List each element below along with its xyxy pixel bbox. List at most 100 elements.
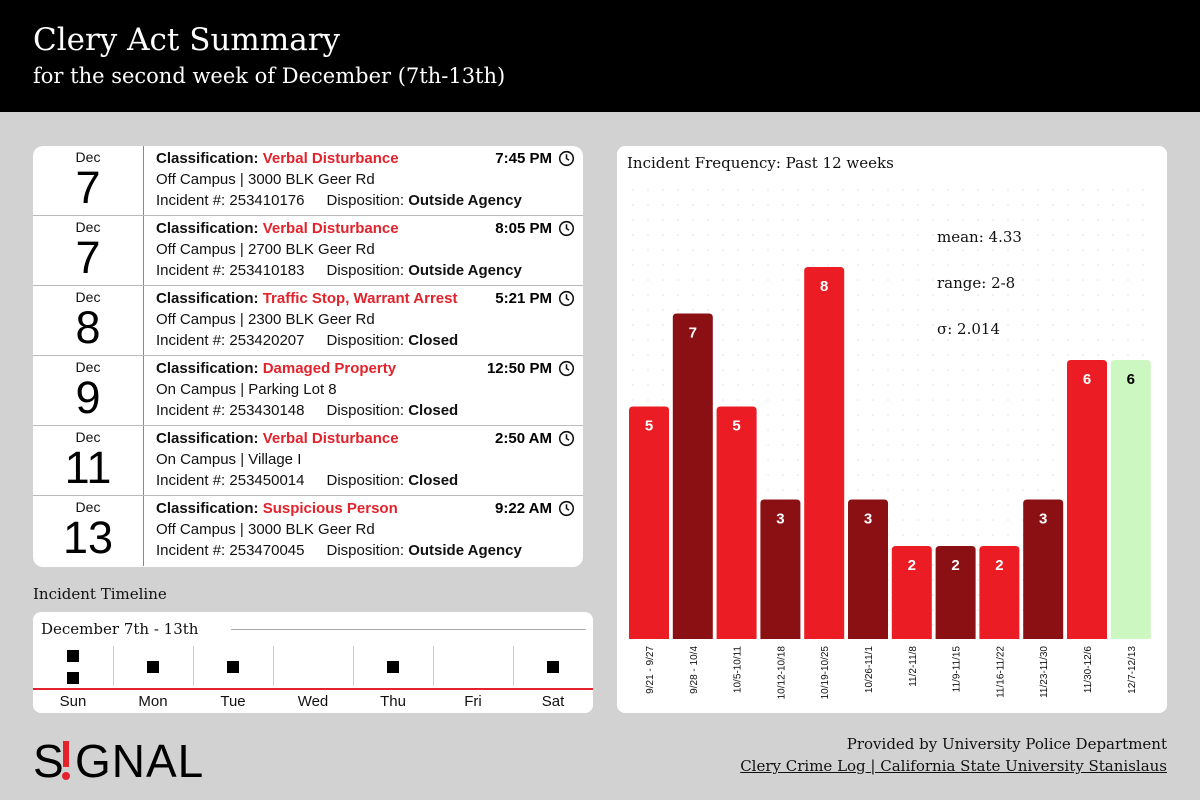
clock-icon [558,290,575,307]
incident-day: 7 [75,232,101,283]
footer-provider: Provided by University Police Department [846,735,1167,753]
incident-number: 253410183 [229,262,305,279]
x-tick-label: 10/12-10/18 [776,646,787,700]
incident-disposition: Closed [408,472,459,489]
bar [1067,360,1107,639]
incident-row: Dec 7 Classification: Verbal Disturbance Of… [33,216,583,286]
timeline-day: Thu [353,646,433,712]
timeline-separator [353,646,354,686]
bar-value-label: 2 [951,557,959,574]
incident-info: Classification: Traffic Stop, Warrant Ar… [156,290,576,353]
bar [804,267,845,639]
bar [716,406,757,639]
incident-day: 9 [75,372,101,423]
timeline-day-name: Wed [297,693,329,710]
incident-number-label: Incident #: [156,262,226,279]
timeline-day: Sat [513,646,593,712]
x-tick-label: 10/26-11/1 [864,646,875,694]
incident-number: 253470045 [229,542,305,559]
incident-number-label: Incident #: [156,402,226,419]
clock-icon [558,360,575,377]
incident-time: 9:22 AM [495,500,575,517]
incident-info: Classification: Verbal Disturbance On Cam… [156,430,576,493]
timeline-day-name: Tue [220,693,246,710]
disposition-label: Disposition: [326,332,405,349]
bar-value-label: 6 [1083,371,1091,388]
x-tick-label: 10/19-10/25 [820,646,831,700]
clock-icon [558,220,575,237]
bar-value-label: 3 [864,511,872,528]
incident-timeline: December 7th - 13th Sun Mon Tue Wed Thu Fri Sa… [33,612,593,713]
chart-stat: mean: 4.33 [937,228,1022,246]
svg-text:S: S [33,737,65,783]
incident-number: 253430148 [229,402,305,419]
timeline-separator [273,646,274,686]
bar-value-label: 7 [689,325,697,342]
x-tick-label: 11/9-11/15 [952,646,963,693]
bar [935,546,976,639]
disposition-label: Disposition: [326,472,405,489]
incident-info: Classification: Verbal Disturbance Off Ca… [156,220,576,283]
bar [629,406,669,639]
timeline-separator [193,646,194,686]
timeline-day: Mon [113,646,193,712]
incident-number-label: Incident #: [156,192,226,209]
incident-classification: Verbal Disturbance [262,150,399,167]
timeline-day: Fri [433,646,513,712]
timeline-day: Wed [273,646,353,712]
footer-source-link[interactable]: Clery Crime Log | California State Unive… [740,757,1167,775]
bar-value-label: 5 [732,418,740,435]
incident-row: Dec 11 Classification: Verbal Disturbance O… [33,426,583,496]
x-tick-label: 11/16-11/22 [995,646,1006,698]
footer: Provided by University Police Department… [740,735,1167,775]
incident-month: Dec [75,149,101,165]
classification-label: Classification: [156,430,259,447]
incident-time-text: 8:05 PM [495,220,552,237]
incident-info: Classification: Verbal Disturbance Off Ca… [156,150,576,213]
bar [1023,499,1064,639]
timeline-day-name: Fri [464,693,482,710]
disposition-label: Disposition: [326,192,405,209]
incident-number: 253450014 [229,472,305,489]
bar [891,546,932,639]
timeline-day-name: Sat [541,693,565,710]
incident-row: Dec 13 Classification: Suspicious Person Of… [33,496,583,566]
incident-day: 13 [62,512,114,563]
timeline-incident-marker [67,650,79,662]
bar [979,546,1020,639]
incident-number: 253410176 [229,192,305,209]
incident-month: Dec [75,359,101,375]
incident-classification: Traffic Stop, Warrant Arrest [262,290,458,307]
incident-disposition: Closed [408,402,459,419]
incident-date: Dec 11 [33,426,144,495]
timeline-separator [513,646,514,686]
timeline-incident-marker [387,661,399,673]
timeline-separator [113,646,114,686]
x-tick-label: 9/28 - 10/4 [689,646,700,694]
x-tick-label: 9/21 - 9/27 [645,646,656,694]
incident-date: Dec 8 [33,286,144,355]
incident-disposition: Outside Agency [408,262,522,279]
frequency-chart: 5 9/21 - 9/27 7 9/28 - 10/4 5 10/5-10/11 3 10/1… [617,146,1167,713]
incident-time-text: 12:50 PM [486,360,552,377]
incident-location: On Campus | Parking Lot 8 [156,381,337,398]
bar-value-label: 3 [776,511,784,528]
incident-time-text: 9:22 AM [495,500,552,517]
incident-location: On Campus | Village I [156,451,302,468]
timeline-day: Sun [33,646,113,712]
incident-date: Dec 9 [33,356,144,425]
incident-number-label: Incident #: [156,472,226,489]
incident-classification: Suspicious Person [262,500,398,517]
incident-month: Dec [75,499,101,515]
incident-date: Dec 13 [33,496,144,566]
x-tick-label: 10/5-10/11 [733,646,744,694]
incident-row: Dec 9 Classification: Damaged Property On C… [33,356,583,426]
incident-time: 12:50 PM [487,360,575,377]
incident-date: Dec 7 [33,146,144,215]
incident-day: 7 [75,162,101,213]
incident-location: Off Campus | 3000 BLK Geer Rd [156,521,375,538]
disposition-label: Disposition: [326,262,405,279]
timeline-day-name: Thu [380,693,406,710]
disposition-label: Disposition: [326,542,405,559]
bar-value-label: 2 [908,557,916,574]
